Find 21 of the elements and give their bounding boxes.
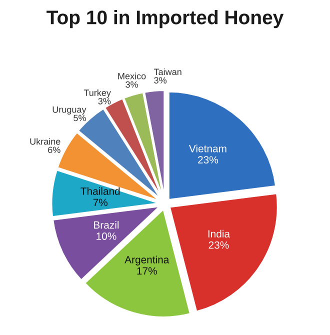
slice-label: Uruguay [52, 106, 86, 115]
slice-label: Brazil [94, 221, 119, 229]
data-label: 3% [98, 98, 111, 104]
slice-label: Argentina [124, 256, 170, 266]
data-label: 3% [126, 81, 138, 88]
slice-label: Ukraine [30, 138, 60, 145]
slice-label: Turkey [84, 89, 111, 98]
data-label: 23% [198, 156, 218, 164]
data-label: 23% [208, 241, 229, 249]
data-label: 6% [48, 146, 60, 154]
slice-label: Mexico [118, 72, 146, 80]
data-label: 17% [137, 267, 157, 275]
chart-title: Top 10 in Imported Honey [46, 10, 284, 28]
slice-label: Vietnam [188, 144, 226, 152]
slice-label: India [208, 230, 230, 238]
data-label: 10% [96, 232, 116, 240]
data-label: 5% [74, 114, 86, 122]
data-label: 3% [154, 77, 167, 84]
slice-label: Taiwan [154, 68, 182, 76]
data-label: 7% [93, 198, 108, 206]
slice-label: Thailand [80, 187, 120, 195]
